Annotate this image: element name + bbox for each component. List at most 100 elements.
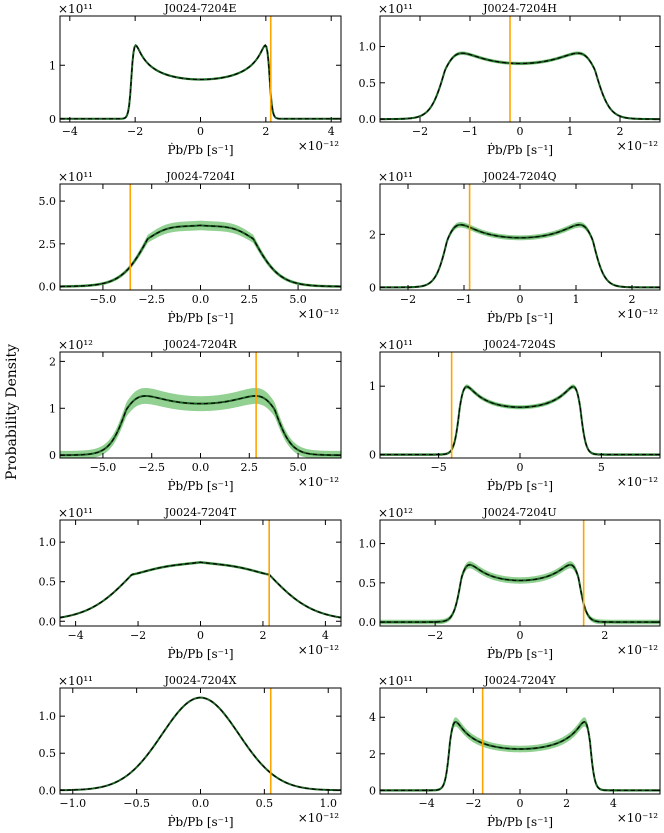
x-tick-label: 0 <box>197 629 204 642</box>
x-tick-label: 1 <box>573 293 580 306</box>
median-line <box>60 224 341 288</box>
credible-band <box>380 717 660 792</box>
x-tick-label: 2 <box>563 797 570 810</box>
x-tick-label: −2 <box>427 629 443 642</box>
x-axis-label: Ṗb/Pb [s⁻¹] <box>167 478 233 493</box>
x-tick-label: 0.0 <box>192 293 210 306</box>
x-exponent: ×10⁻¹² <box>617 811 658 825</box>
axes-frame <box>59 687 342 795</box>
y-tick-label: 0.0 <box>39 784 57 797</box>
credible-band <box>380 51 660 121</box>
plot-area <box>380 352 660 458</box>
plot-area <box>380 184 660 290</box>
median-line <box>380 385 660 456</box>
credible-band <box>60 696 341 791</box>
mean-dashed-line <box>380 52 660 120</box>
y-exponent: ×10¹¹ <box>378 2 413 16</box>
y-tick-label: 1.0 <box>359 538 377 551</box>
credible-band <box>60 43 341 120</box>
x-exponent: ×10⁻¹² <box>617 307 658 321</box>
panel-title: J0024-7204Y <box>483 674 556 687</box>
y-tick-label: 1.0 <box>359 40 377 53</box>
x-tick-label: −2.5 <box>138 461 165 474</box>
x-tick-label: −2 <box>130 629 146 642</box>
x-axis-label: Ṗb/Pb [s⁻¹] <box>487 478 553 493</box>
x-exponent: ×10⁻¹² <box>298 307 339 321</box>
figure-ylabel: Probability Density <box>4 344 20 480</box>
median-line <box>380 223 660 289</box>
x-exponent: ×10⁻¹² <box>298 139 339 153</box>
plot-area <box>380 520 660 626</box>
x-tick-label: 2 <box>617 125 624 138</box>
plot-area <box>60 688 341 794</box>
y-tick-label: 2 <box>369 748 376 761</box>
x-tick-label: 0 <box>517 797 524 810</box>
x-tick-label: 4 <box>328 125 335 138</box>
y-exponent: ×10¹² <box>58 338 93 352</box>
panel-j0024-7204x: −1.0 −0.5 0.0 0.5 1.0 0.0 0.5 1.0 J0024-7204X ×10… <box>39 674 342 829</box>
panel-j0024-7204y: −4 −2 0 2 4 0 2 4 J0024-7204Y ×10¹¹ ×10⁻¹² Ṗb/Pb [s… <box>369 674 661 829</box>
panel-j0024-7204u: −2 0 2 0.0 0.5 1.0 J0024-7204U ×10¹² ×10⁻¹² Ṗb/Pb… <box>359 506 661 661</box>
panel-title: J0024-7204T <box>164 506 237 519</box>
y-tick-label: 0 <box>49 113 56 126</box>
y-tick-label: 4 <box>369 711 376 724</box>
panel-j0024-7204q: −2 −1 0 1 2 0 2 J0024-7204Q ×10¹¹ ×10⁻¹² Ṗb/Pb [s⁻… <box>369 170 661 325</box>
axes-frame <box>59 519 342 627</box>
x-tick-label: 5.0 <box>289 461 307 474</box>
plot-area <box>380 688 660 794</box>
panel-title: J0024-7204S <box>483 338 556 351</box>
x-tick-label: 0 <box>517 629 524 642</box>
mean-dashed-line <box>380 386 660 456</box>
x-tick-label: 2 <box>601 629 608 642</box>
credible-band <box>60 220 341 288</box>
x-tick-label: 4 <box>610 797 617 810</box>
mean-dashed-line <box>60 44 341 120</box>
panel-j0024-7204r: −5.0 −2.5 0.0 2.5 5.0 0 1 2 J0024-7204R ×10¹² ×10⁻… <box>49 338 342 493</box>
x-tick-label: −4 <box>419 797 435 810</box>
y-tick-label: 2 <box>49 355 56 368</box>
x-tick-label: 0.5 <box>256 797 274 810</box>
x-tick-label: 0 <box>197 125 204 138</box>
panel-j0024-7204t: −4 −2 0 2 4 0.0 0.5 1.0 J0024-7204T ×10¹¹ ×10⁻¹² Ṗb… <box>39 506 342 661</box>
panel-j0024-7204s: −5 0 5 0 1 J0024-7204S ×10¹¹ ×10⁻¹² Ṗb/Pb [s⁻¹] <box>369 338 661 493</box>
credible-band <box>380 561 660 625</box>
y-tick-label: 0.5 <box>39 747 57 760</box>
y-tick-label: 0 <box>369 784 376 797</box>
panel-title: J0024-7204X <box>164 674 237 687</box>
median-line <box>60 44 341 120</box>
x-axis-label: Ṗb/Pb [s⁻¹] <box>167 142 233 157</box>
y-tick-label: 0 <box>49 449 56 462</box>
plot-area <box>380 16 660 122</box>
y-tick-label: 0 <box>369 449 376 462</box>
mean-dashed-line <box>60 561 341 619</box>
mean-dashed-line <box>380 224 660 288</box>
y-tick-label: 1 <box>49 59 56 72</box>
x-exponent: ×10⁻¹² <box>298 811 339 825</box>
plot-area <box>60 184 341 290</box>
y-tick-label: 0.0 <box>39 281 57 294</box>
mean-dashed-line <box>380 721 660 791</box>
mean-dashed-line <box>60 697 341 791</box>
y-exponent: ×10¹¹ <box>378 170 413 184</box>
x-axis-label: Ṗb/Pb [s⁻¹] <box>487 310 553 325</box>
x-tick-label: −1.0 <box>59 797 86 810</box>
panel-j0024-7204e: −4 −2 0 2 4 0 1 J0024-7204E ×10¹¹ ×10⁻¹² Ṗb/Pb [s⁻… <box>49 2 342 157</box>
x-tick-label: −2 <box>465 797 481 810</box>
panel-title: J0024-7204U <box>482 506 556 519</box>
x-exponent: ×10⁻¹² <box>298 475 339 489</box>
x-tick-label: −2 <box>127 125 143 138</box>
x-tick-label: 0.0 <box>192 797 210 810</box>
x-tick-label: −0.5 <box>123 797 150 810</box>
panel-title: J0024-7204H <box>482 2 557 15</box>
plot-area <box>60 352 341 458</box>
x-tick-label: −2.5 <box>138 293 165 306</box>
y-exponent: ×10¹¹ <box>378 338 413 352</box>
x-tick-label: 5 <box>598 461 605 474</box>
y-tick-label: 0 <box>369 281 376 294</box>
y-tick-label: 0.0 <box>359 616 377 629</box>
y-tick-label: 2.5 <box>39 238 57 251</box>
credible-band <box>60 560 341 619</box>
panel-j0024-7204h: −2 −1 0 1 2 0.0 0.5 1.0 J0024-7204H ×10¹¹ ×10⁻¹² Ṗb… <box>359 2 661 157</box>
x-tick-label: 0 <box>517 461 524 474</box>
panel-title: J0024-7204E <box>163 2 236 15</box>
